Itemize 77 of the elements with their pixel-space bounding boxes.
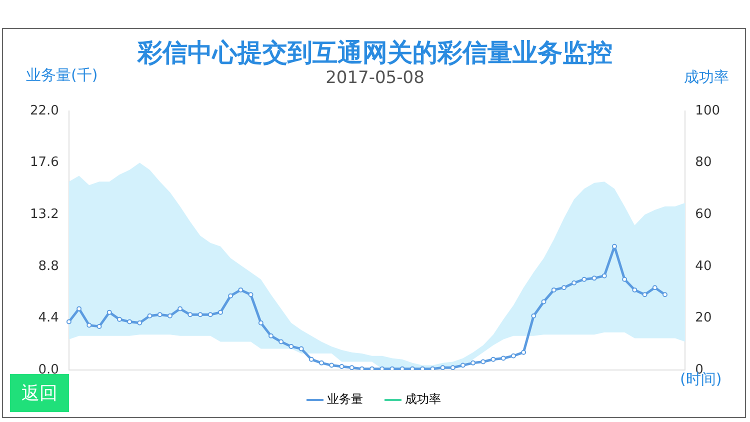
point xyxy=(147,313,152,318)
point xyxy=(167,313,172,318)
point xyxy=(127,319,132,324)
point xyxy=(521,350,526,355)
y2-tick-label: 60 xyxy=(695,206,712,222)
y2-axis-title: 成功率 xyxy=(684,68,729,87)
point xyxy=(76,306,82,312)
y-tick-label: 4.4 xyxy=(38,310,59,326)
point xyxy=(228,293,234,298)
point xyxy=(188,312,193,318)
point xyxy=(137,320,142,326)
point xyxy=(470,360,476,366)
y2-tick-label: 20 xyxy=(695,310,712,326)
point xyxy=(662,292,668,298)
point xyxy=(258,320,264,326)
point xyxy=(440,365,446,370)
point xyxy=(652,285,658,290)
point xyxy=(460,362,466,368)
point xyxy=(157,312,162,318)
point xyxy=(592,276,597,281)
point xyxy=(480,359,486,364)
point xyxy=(390,366,395,370)
point xyxy=(66,319,72,324)
point xyxy=(430,366,436,370)
point xyxy=(490,356,496,362)
point xyxy=(329,362,334,368)
point xyxy=(116,316,122,322)
chart-subtitle: 2017-05-08 xyxy=(326,68,424,88)
point xyxy=(308,356,314,362)
y-tick-label: 13.2 xyxy=(30,206,59,222)
point xyxy=(561,285,566,290)
point xyxy=(218,310,223,315)
point xyxy=(268,333,274,338)
point xyxy=(632,287,638,292)
back-button: 返回 xyxy=(10,374,69,412)
y-axis-title: 业务量(千) xyxy=(26,66,98,85)
y-tick-label: 22.0 xyxy=(30,103,59,118)
point xyxy=(298,346,304,352)
point xyxy=(380,366,385,370)
point xyxy=(248,292,254,298)
point xyxy=(106,310,112,315)
point xyxy=(86,322,92,328)
point xyxy=(582,276,587,282)
point xyxy=(349,365,354,370)
y2-tick-label: 40 xyxy=(695,258,712,274)
chart-title: 彩信中心提交到互通网关的彩信量业务监控 xyxy=(138,38,612,67)
point xyxy=(370,366,375,370)
point xyxy=(208,312,213,318)
point xyxy=(198,312,203,318)
point xyxy=(500,356,506,361)
point xyxy=(450,365,456,370)
legend-label: 成功率 xyxy=(405,392,441,406)
y-tick-label: 17.6 xyxy=(30,155,59,170)
y2-tick-label: 100 xyxy=(695,103,720,118)
point xyxy=(288,344,294,349)
point xyxy=(612,244,617,249)
point xyxy=(96,324,102,329)
y2-tick-label: 80 xyxy=(695,155,712,170)
point xyxy=(602,273,607,278)
point xyxy=(551,287,556,292)
y-tick-label: 8.8 xyxy=(38,258,59,274)
point xyxy=(400,366,405,370)
point xyxy=(178,306,183,312)
point xyxy=(510,353,516,358)
point xyxy=(572,280,577,286)
point xyxy=(238,287,244,292)
point xyxy=(541,299,546,304)
point xyxy=(531,313,536,318)
point xyxy=(410,366,415,370)
point xyxy=(359,366,364,370)
point xyxy=(319,360,324,366)
point xyxy=(642,292,648,298)
legend-label: 业务量 xyxy=(327,392,363,406)
point xyxy=(278,339,284,344)
point xyxy=(420,366,426,370)
point xyxy=(339,364,344,369)
point xyxy=(622,276,628,282)
